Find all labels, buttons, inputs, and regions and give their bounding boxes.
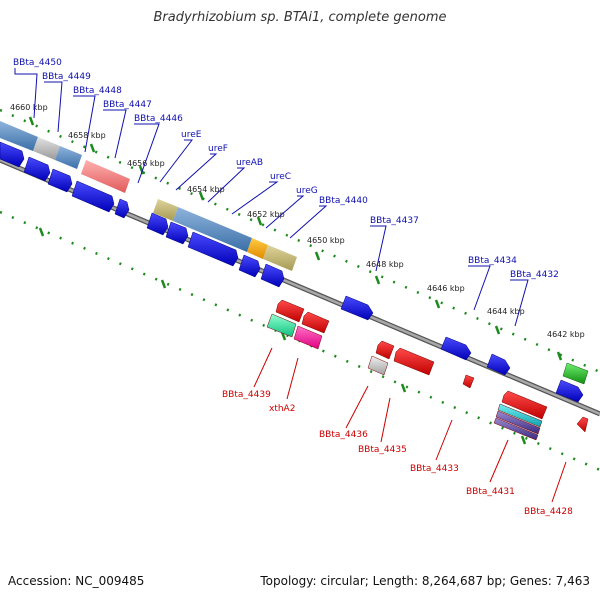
reverse-gene xyxy=(501,390,548,420)
forward-gene xyxy=(187,231,239,267)
forward-gene xyxy=(165,221,189,245)
tick-label: 4656 kbp xyxy=(127,159,165,168)
gene-label: BBta_4428 xyxy=(524,507,573,517)
tick-label: 4660 kbp xyxy=(10,103,48,112)
tick-label: 4646 kbp xyxy=(427,284,465,293)
reverse-gene xyxy=(393,347,435,376)
reverse-gene xyxy=(275,299,305,323)
forward-gene xyxy=(71,180,115,213)
tick-label: 4642 kbp xyxy=(547,330,585,339)
tick-label: 4658 kbp xyxy=(68,131,106,140)
gene-label: BBta_4433 xyxy=(410,464,459,474)
gene-label: BBta_4440 xyxy=(319,196,368,206)
gene-label: BBta_4431 xyxy=(466,487,515,497)
tick-labels: 4660 kbp 4658 kbp 4656 kbp 4654 kbp 4652… xyxy=(10,103,585,339)
gene-label: ureE xyxy=(181,130,202,140)
forward-gene xyxy=(47,168,73,193)
upper-tick-ruler xyxy=(0,108,600,374)
gene-label: BBta_4434 xyxy=(468,256,517,266)
forward-gene-labels: BBta_4450 BBta_4449 BBta_4448 BBta_4447 … xyxy=(13,58,559,280)
gene-label: BBta_4447 xyxy=(103,100,152,110)
genome-summary-text: Topology: circular; Length: 8,264,687 bp… xyxy=(260,574,590,588)
gene-label: BBta_4432 xyxy=(510,270,559,280)
forward-leaders xyxy=(14,68,529,327)
forward-gene xyxy=(23,156,51,182)
forward-gene xyxy=(555,379,584,403)
gene-label: xthA2 xyxy=(269,404,295,414)
feature-segment xyxy=(81,160,130,193)
tick-label: 4644 kbp xyxy=(487,307,525,316)
tick-label: 4652 kbp xyxy=(247,210,285,219)
gene-label: BBta_4436 xyxy=(319,430,368,440)
forward-genes xyxy=(0,141,584,403)
forward-gene xyxy=(0,141,25,168)
gene-label: BBta_4439 xyxy=(222,390,271,400)
feature-segment xyxy=(0,121,38,151)
reverse-gene xyxy=(497,403,543,428)
feature-segment xyxy=(263,245,297,271)
reverse-gene xyxy=(495,410,541,435)
gene-label: BBta_4435 xyxy=(358,445,407,455)
gene-label: ureF xyxy=(208,144,228,154)
reverse-gene xyxy=(293,325,323,350)
feature-segment xyxy=(55,146,82,169)
gene-label: BBta_4450 xyxy=(13,58,62,68)
reverse-gene-labels: BBta_4439 xthA2 BBta_4436 BBta_4435 BBta… xyxy=(222,390,573,517)
gene-label: ureC xyxy=(270,172,291,182)
reverse-gene xyxy=(301,311,330,334)
gene-label: BBta_4449 xyxy=(42,72,91,82)
tick-label: 4654 kbp xyxy=(187,185,225,194)
feature-segment xyxy=(247,238,268,259)
tick-label: 4648 kbp xyxy=(366,260,404,269)
forward-gene xyxy=(440,336,472,361)
gene-label: BBta_4446 xyxy=(134,114,183,124)
feature-segment xyxy=(153,199,178,221)
forward-gene xyxy=(486,353,511,376)
feature-segment xyxy=(173,207,252,252)
forward-gene xyxy=(260,263,285,288)
gene-label: ureAB xyxy=(236,158,263,168)
forward-gene xyxy=(238,254,261,278)
reverse-leaders xyxy=(253,347,567,503)
reverse-gene xyxy=(367,355,389,376)
forward-gene xyxy=(562,362,589,385)
gene-label: BBta_4448 xyxy=(73,86,122,96)
tick-label: 4650 kbp xyxy=(307,236,345,245)
reverse-gene xyxy=(375,340,395,360)
forward-gene xyxy=(146,212,169,236)
gene-label: BBta_4437 xyxy=(370,216,419,226)
feature-segment xyxy=(33,137,60,160)
reverse-gene xyxy=(462,374,475,389)
reverse-gene xyxy=(493,417,539,441)
gene-label: ureG xyxy=(296,186,318,196)
reverse-gene xyxy=(266,313,297,338)
reverse-genes xyxy=(266,299,589,441)
forward-gene xyxy=(340,295,374,321)
forward-gene xyxy=(114,198,130,219)
map-title: Bradyrhizobium sp. BTAi1, complete genom… xyxy=(153,10,447,25)
feature-bar-upper xyxy=(0,121,297,271)
accession-text: Accession: NC_009485 xyxy=(8,574,145,588)
reverse-gene xyxy=(576,416,589,433)
